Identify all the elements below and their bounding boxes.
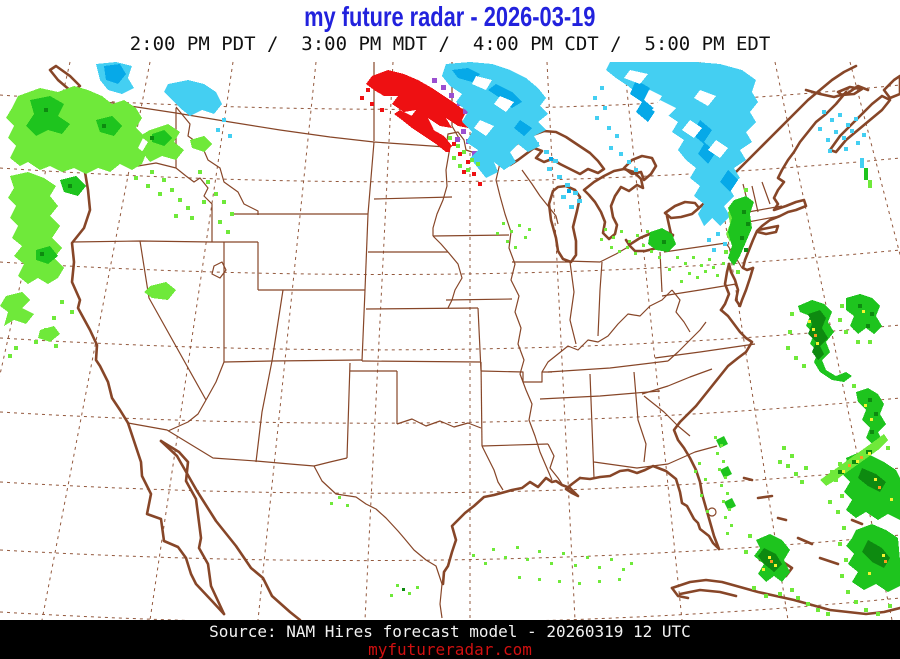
page-title: my future radar - 2026-03-19 <box>304 1 596 32</box>
source-text: Source: NAM Hires forecast model - 20260… <box>209 622 691 641</box>
radar-atlantic-storms <box>694 294 900 616</box>
radar-pnw-rain <box>0 62 234 358</box>
state-borders <box>71 62 783 619</box>
graticule-grid <box>0 61 900 624</box>
radar-maritimes-snow <box>818 110 872 188</box>
valid-time-line: 2:00 PM PDT / 3:00 PM MDT / 4:00 PM CDT … <box>129 33 771 55</box>
header: my future radar - 2026-03-19 2:00 PM PDT… <box>0 0 900 56</box>
radar-quebec-snow <box>593 62 758 252</box>
footer-bar: Source: NAM Hires forecast model - 20260… <box>0 620 900 659</box>
radar-ny-plume <box>724 188 754 274</box>
page-title-row: my future radar - 2026-03-19 <box>0 2 900 32</box>
radar-central-snow <box>442 62 582 209</box>
website-link[interactable]: myfutureradar.com <box>368 640 532 659</box>
radar-lakes-showers <box>496 222 725 283</box>
radar-gulf-sprinkles <box>330 496 633 597</box>
